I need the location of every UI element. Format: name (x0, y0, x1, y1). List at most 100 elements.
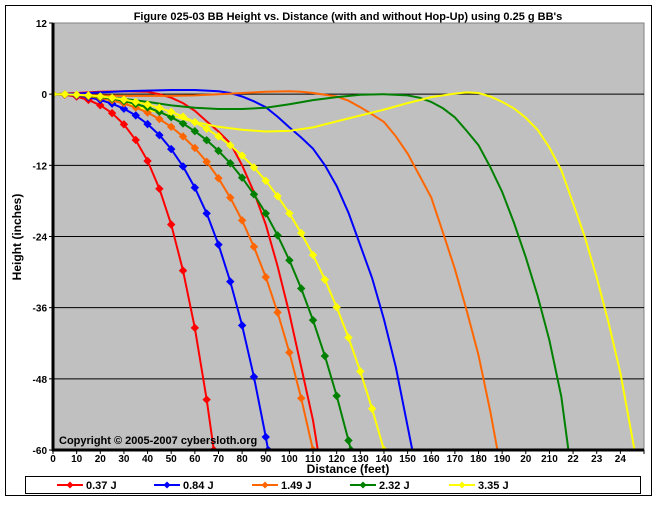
legend-marker-0 (66, 481, 74, 489)
data-point-marker (166, 122, 176, 132)
x-tick-label: 90 (260, 454, 272, 465)
data-point-marker (166, 220, 176, 229)
data-point-marker (237, 216, 247, 225)
data-point-marker (190, 323, 200, 333)
x-tick-label: 10 (71, 454, 83, 465)
x-tick-label: 30 (118, 454, 130, 465)
data-point-marker (367, 404, 377, 413)
data-point-marker (237, 151, 247, 160)
data-point-marker (285, 348, 294, 357)
data-point-marker (261, 272, 270, 282)
data-point-marker (155, 114, 164, 124)
legend-label-3: 2.32 J (379, 480, 410, 492)
legend-entries: 0.37 J 0.84 J 1.49 J 2.32 J 3.35 J (57, 480, 509, 492)
x-tick-label: 24 (615, 454, 627, 465)
data-point-marker (131, 111, 140, 120)
data-point-marker (237, 321, 247, 330)
x-tick-label: 190 (494, 454, 511, 465)
data-point-marker (131, 97, 140, 107)
data-point-marker (273, 191, 282, 201)
data-point-marker (143, 119, 152, 129)
data-point-marker (155, 130, 164, 140)
y-axis-label: Height (inches) (10, 194, 24, 281)
x-tick-label: 22 (568, 454, 580, 465)
x-tick-label: 20 (520, 454, 532, 465)
data-point-marker (344, 333, 353, 342)
data-point-marker (155, 184, 164, 193)
line-with-hop-up-3 (53, 93, 570, 451)
data-point-marker (249, 372, 259, 382)
legend-marker-1 (163, 481, 171, 489)
data-point-marker (308, 315, 318, 325)
data-point-marker (143, 100, 152, 109)
x-tick-label: 23 (591, 454, 603, 465)
y-tick-label: 0 (41, 90, 47, 101)
data-point-marker (178, 162, 188, 171)
legend (25, 476, 641, 494)
data-point-marker (190, 117, 200, 127)
legend-label-1: 0.84 J (183, 480, 214, 492)
y-tick-label: -12 (33, 161, 48, 172)
data-point-marker (155, 103, 164, 113)
data-point-marker (214, 174, 223, 183)
x-axis-label: Distance (feet) (307, 462, 390, 476)
data-point-marker (202, 135, 211, 145)
gridlines (53, 93, 644, 380)
data-point-marker (214, 132, 223, 141)
data-point-marker (226, 141, 235, 150)
x-tick-label: 210 (541, 454, 558, 465)
data-point-marker (166, 144, 176, 154)
data-point-marker (119, 120, 129, 129)
data-point-marker (273, 308, 282, 317)
legend-label-0: 0.37 J (86, 480, 117, 492)
data-point-marker (166, 112, 176, 122)
data-point-marker (249, 190, 259, 199)
data-point-marker (107, 93, 117, 103)
data-point-marker (273, 231, 282, 240)
legend-marker-2 (261, 481, 269, 489)
data-point-marker (96, 101, 105, 110)
data-point-marker (226, 193, 235, 202)
legend-label-2: 1.49 J (281, 480, 312, 492)
data-point-marker (285, 256, 294, 265)
line-with-hop-up-1 (53, 89, 414, 451)
data-point-marker (202, 157, 211, 166)
data-point-marker (237, 173, 247, 182)
legend-label-4: 3.35 J (478, 480, 509, 492)
data-point-marker (297, 284, 306, 293)
y-tick-label: -24 (33, 233, 48, 244)
x-tick-label: 170 (447, 454, 464, 465)
data-point-marker (214, 146, 223, 156)
legend-marker-3 (359, 481, 367, 489)
copyright-annotation: Copyright © 2005-2007 cybersloth.org (59, 435, 257, 447)
data-point-marker (178, 119, 188, 128)
legend-marker-4 (458, 481, 466, 489)
y-tick-label: -60 (33, 446, 48, 457)
x-tick-label: 120 (328, 454, 345, 465)
x-axis: 0 10 20 30 40 50 60 70 80 90 100 110 120 130 140 150 160… (50, 450, 645, 465)
data-point-marker (131, 135, 140, 145)
data-point-marker (202, 209, 211, 218)
data-point-marker (190, 126, 200, 136)
x-tick-label: 140 (376, 454, 393, 465)
data-point-marker (190, 143, 200, 153)
data-point-marker (143, 108, 152, 117)
data-point-marker (226, 159, 235, 168)
data-point-marker (72, 90, 81, 99)
data-point-marker (178, 112, 188, 121)
y-axis: 12 0 -12 -24 -36 -48 -60 (33, 19, 53, 457)
data-point-marker (249, 163, 259, 172)
x-tick-label: 80 (237, 454, 249, 465)
data-point-marker (202, 395, 211, 404)
x-tick-label: 180 (470, 454, 487, 465)
data-point-marker (96, 92, 105, 101)
data-point-marker (226, 277, 235, 286)
data-point-marker (332, 302, 341, 312)
x-tick-label: 100 (281, 454, 298, 465)
x-tick-label: 130 (352, 454, 369, 465)
data-point-marker (261, 176, 270, 186)
data-point-marker (166, 107, 176, 117)
x-tick-label: 50 (166, 454, 178, 465)
data-point-marker (261, 432, 270, 442)
data-point-marker (320, 275, 330, 284)
